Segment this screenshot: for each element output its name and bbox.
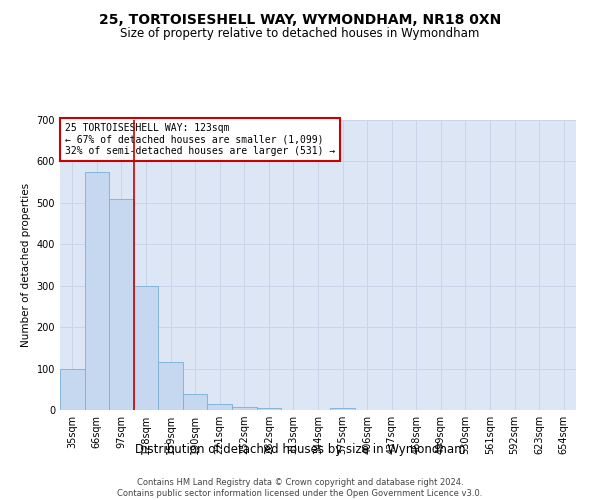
Bar — [330, 408, 355, 410]
Bar — [183, 394, 208, 410]
Bar — [208, 404, 232, 410]
Text: Distribution of detached houses by size in Wymondham: Distribution of detached houses by size … — [134, 442, 466, 456]
Text: 25, TORTOISESHELL WAY, WYMONDHAM, NR18 0XN: 25, TORTOISESHELL WAY, WYMONDHAM, NR18 0… — [99, 12, 501, 26]
Bar — [85, 172, 109, 410]
Text: Contains HM Land Registry data © Crown copyright and database right 2024.
Contai: Contains HM Land Registry data © Crown c… — [118, 478, 482, 498]
Text: Size of property relative to detached houses in Wymondham: Size of property relative to detached ho… — [121, 28, 479, 40]
Bar — [232, 406, 257, 410]
Bar — [109, 198, 134, 410]
Bar — [60, 368, 85, 410]
Bar — [158, 362, 183, 410]
Y-axis label: Number of detached properties: Number of detached properties — [21, 183, 31, 347]
Bar — [257, 408, 281, 410]
Text: 25 TORTOISESHELL WAY: 123sqm
← 67% of detached houses are smaller (1,099)
32% of: 25 TORTOISESHELL WAY: 123sqm ← 67% of de… — [65, 123, 335, 156]
Bar — [134, 286, 158, 410]
